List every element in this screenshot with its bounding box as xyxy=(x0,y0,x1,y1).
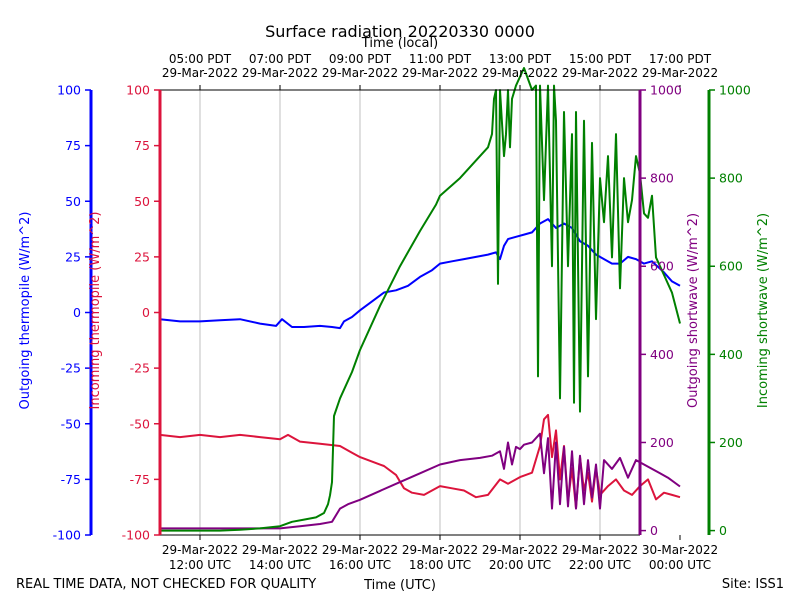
bottom-tick-label-time: 00:00 UTC xyxy=(649,558,711,572)
axis-tick-label-out-sw: 1000 xyxy=(650,83,682,98)
top-tick-label-date: 29-Mar-2022 xyxy=(482,66,558,80)
series-line-outgoing-thermopile xyxy=(159,218,681,330)
bottom-tick-label-date: 29-Mar-2022 xyxy=(482,543,558,557)
axis-tick-label-in-thermo: -25 xyxy=(130,361,150,376)
bottom-tick-label-time: 14:00 UTC xyxy=(249,558,311,572)
top-axis-label: Time (local) xyxy=(361,36,438,51)
chart-title: Surface radiation 20220330 0000 xyxy=(265,22,535,41)
axis-tick-label-out-thermo: -50 xyxy=(61,416,81,431)
series-line-outgoing-shortwave xyxy=(160,432,681,530)
axis-tick-label-out-thermo: 0 xyxy=(73,305,81,320)
axis-tick-label-out-sw: 0 xyxy=(650,523,658,538)
axis-tick-label-in-thermo: 0 xyxy=(142,305,150,320)
top-tick-label-time: 05:00 PDT xyxy=(169,52,232,66)
axis-tick-label-out-thermo: -75 xyxy=(61,472,81,487)
axis-label-out-thermo: Outgoing thermopile (W/m^2) xyxy=(18,212,33,410)
axis-tick-label-out-thermo: 50 xyxy=(65,194,81,209)
bottom-tick-label-date: 29-Mar-2022 xyxy=(242,543,318,557)
bottom-tick-label-date: 29-Mar-2022 xyxy=(162,543,238,557)
top-tick-label-time: 11:00 PDT xyxy=(409,52,472,66)
axis-label-out-sw: Outgoing shortwave (W/m^2) xyxy=(686,213,701,408)
site-label: Site: ISS1 xyxy=(722,577,784,592)
axis-tick-label-in-sw: 200 xyxy=(719,435,743,450)
axis-tick-label-out-sw: 600 xyxy=(650,259,674,274)
top-tick-label-date: 29-Mar-2022 xyxy=(322,66,398,80)
quality-disclaimer: REAL TIME DATA, NOT CHECKED FOR QUALITY xyxy=(16,577,316,592)
bottom-tick-label-time: 16:00 UTC xyxy=(329,558,391,572)
top-tick-label-time: 09:00 PDT xyxy=(329,52,392,66)
axis-tick-label-in-thermo: 100 xyxy=(126,83,150,98)
axis-tick-label-in-sw: 400 xyxy=(719,347,743,362)
series-layer xyxy=(159,67,681,532)
axis-tick-label-in-thermo: -50 xyxy=(130,416,150,431)
axis-tick-label-in-thermo: 25 xyxy=(134,249,150,264)
axis-tick-label-in-thermo: 75 xyxy=(134,138,150,153)
bottom-tick-label-time: 18:00 UTC xyxy=(409,558,471,572)
top-tick-label-time: 13:00 PDT xyxy=(489,52,552,66)
axis-tick-label-out-thermo: -100 xyxy=(53,528,81,543)
bottom-tick-label-date: 30-Mar-2022 xyxy=(642,543,718,557)
top-tick-label-time: 07:00 PDT xyxy=(249,52,312,66)
axis-tick-label-in-sw: 0 xyxy=(719,523,727,538)
bottom-tick-label-time: 20:00 UTC xyxy=(489,558,551,572)
axis-tick-label-in-thermo: 50 xyxy=(134,194,150,209)
axis-tick-label-in-sw: 600 xyxy=(719,259,743,274)
axis-tick-label-in-sw: 800 xyxy=(719,171,743,186)
bottom-tick-label-time: 12:00 UTC xyxy=(169,558,231,572)
axis-tick-label-in-thermo: -75 xyxy=(130,472,150,487)
top-tick-label-date: 29-Mar-2022 xyxy=(642,66,718,80)
axis-tick-label-out-sw: 800 xyxy=(650,171,674,186)
top-tick-label-date: 29-Mar-2022 xyxy=(562,66,638,80)
bottom-tick-label-date: 29-Mar-2022 xyxy=(402,543,478,557)
axis-tick-label-out-sw: 400 xyxy=(650,347,674,362)
top-tick-label-date: 29-Mar-2022 xyxy=(162,66,238,80)
top-tick-label-date: 29-Mar-2022 xyxy=(402,66,478,80)
axis-tick-label-out-sw: 200 xyxy=(650,435,674,450)
axis-tick-label-out-thermo: 25 xyxy=(65,249,81,264)
axis-label-in-thermo: Incoming thermopile (W/m^2) xyxy=(88,212,103,410)
bottom-tick-label-time: 22:00 UTC xyxy=(569,558,631,572)
series-line-incoming-thermopile xyxy=(159,413,681,510)
axis-label-in-sw: Incoming shortwave (W/m^2) xyxy=(756,213,771,408)
bottom-tick-label-date: 29-Mar-2022 xyxy=(562,543,638,557)
axis-tick-label-out-thermo: 100 xyxy=(57,83,81,98)
series-line-incoming-shortwave xyxy=(160,67,681,532)
axis-tick-label-out-thermo: -25 xyxy=(61,361,81,376)
top-tick-label-time: 15:00 PDT xyxy=(569,52,632,66)
bottom-axis-label: Time (UTC) xyxy=(363,578,436,593)
axis-tick-label-in-sw: 1000 xyxy=(719,83,751,98)
axis-tick-label-in-thermo: -100 xyxy=(122,528,150,543)
gridlines xyxy=(199,90,601,535)
top-tick-label-date: 29-Mar-2022 xyxy=(242,66,318,80)
top-tick-label-time: 17:00 PDT xyxy=(649,52,712,66)
bottom-tick-label-date: 29-Mar-2022 xyxy=(322,543,398,557)
axis-tick-label-out-thermo: 75 xyxy=(65,138,81,153)
